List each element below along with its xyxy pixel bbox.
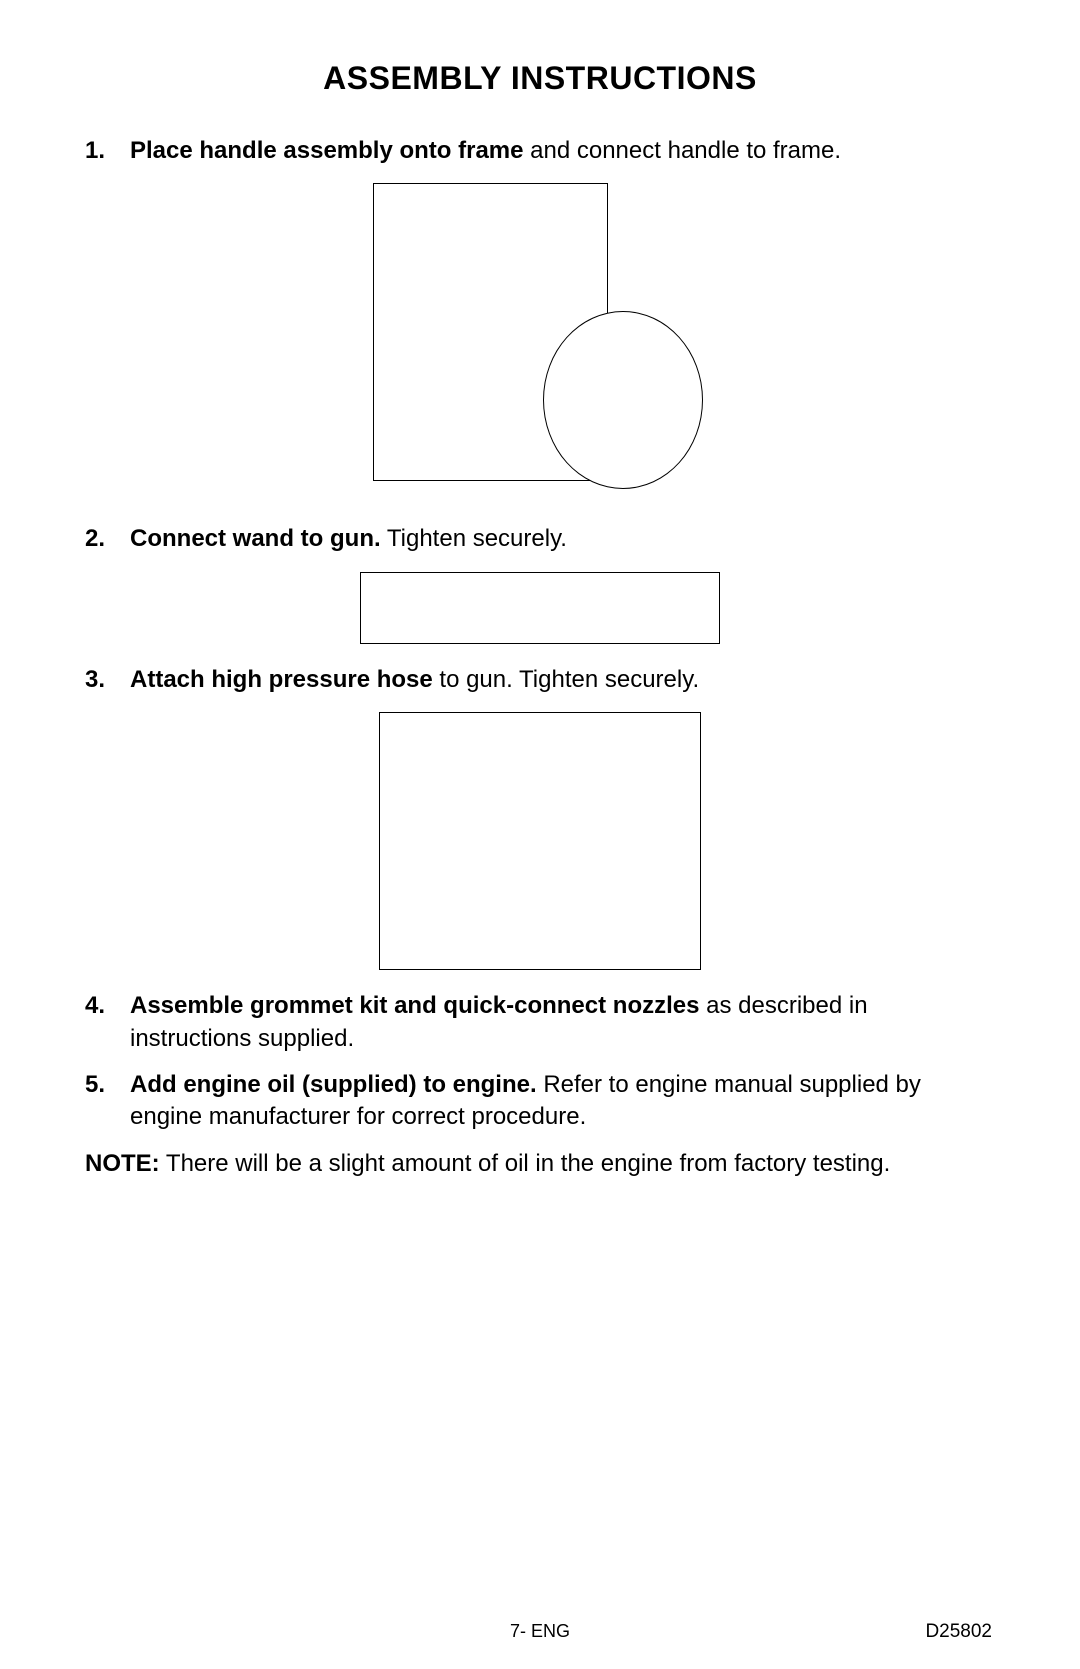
- step-number: 4.: [85, 990, 105, 1022]
- figure-2-container: [85, 572, 995, 644]
- step-regular-text: and connect handle to frame.: [523, 137, 841, 164]
- step-bold-text: Assemble grommet kit and quick-connect n…: [130, 992, 699, 1019]
- step-regular-text: Tighten securely.: [381, 525, 567, 552]
- step-number: 5.: [85, 1069, 105, 1101]
- figure-1-ellipse: [543, 311, 703, 489]
- footer-doc-id: D25802: [925, 1621, 992, 1643]
- step-number: 2.: [85, 523, 105, 555]
- step-regular-text: to gun. Tighten securely.: [433, 666, 699, 693]
- figure-3-container: [85, 712, 995, 970]
- step-2: 2. Connect wand to gun. Tighten securely…: [85, 523, 995, 555]
- figure-2: [360, 572, 720, 644]
- figure-1: [373, 183, 708, 503]
- note: NOTE: There will be a slight amount of o…: [85, 1148, 995, 1180]
- step-bold-text: Connect wand to gun.: [130, 525, 381, 552]
- page-container: ASSEMBLY INSTRUCTIONS 1. Place handle as…: [0, 0, 1080, 1180]
- step-4: 4. Assemble grommet kit and quick-connec…: [85, 990, 995, 1055]
- figure-1-container: [85, 183, 995, 503]
- step-5: 5. Add engine oil (supplied) to engine. …: [85, 1069, 995, 1134]
- step-number: 1.: [85, 135, 105, 167]
- note-label: NOTE:: [85, 1150, 160, 1177]
- step-3: 3. Attach high pressure hose to gun. Tig…: [85, 664, 995, 696]
- page-title: ASSEMBLY INSTRUCTIONS: [85, 60, 995, 97]
- step-bold-text: Place handle assembly onto frame: [130, 137, 523, 164]
- note-text: There will be a slight amount of oil in …: [160, 1150, 891, 1177]
- figure-3: [379, 712, 701, 970]
- step-bold-text: Attach high pressure hose: [130, 666, 433, 693]
- step-bold-text: Add engine oil (supplied) to engine.: [130, 1071, 537, 1098]
- footer-page-number: 7- ENG: [0, 1621, 1080, 1642]
- step-1: 1. Place handle assembly onto frame and …: [85, 135, 995, 167]
- step-number: 3.: [85, 664, 105, 696]
